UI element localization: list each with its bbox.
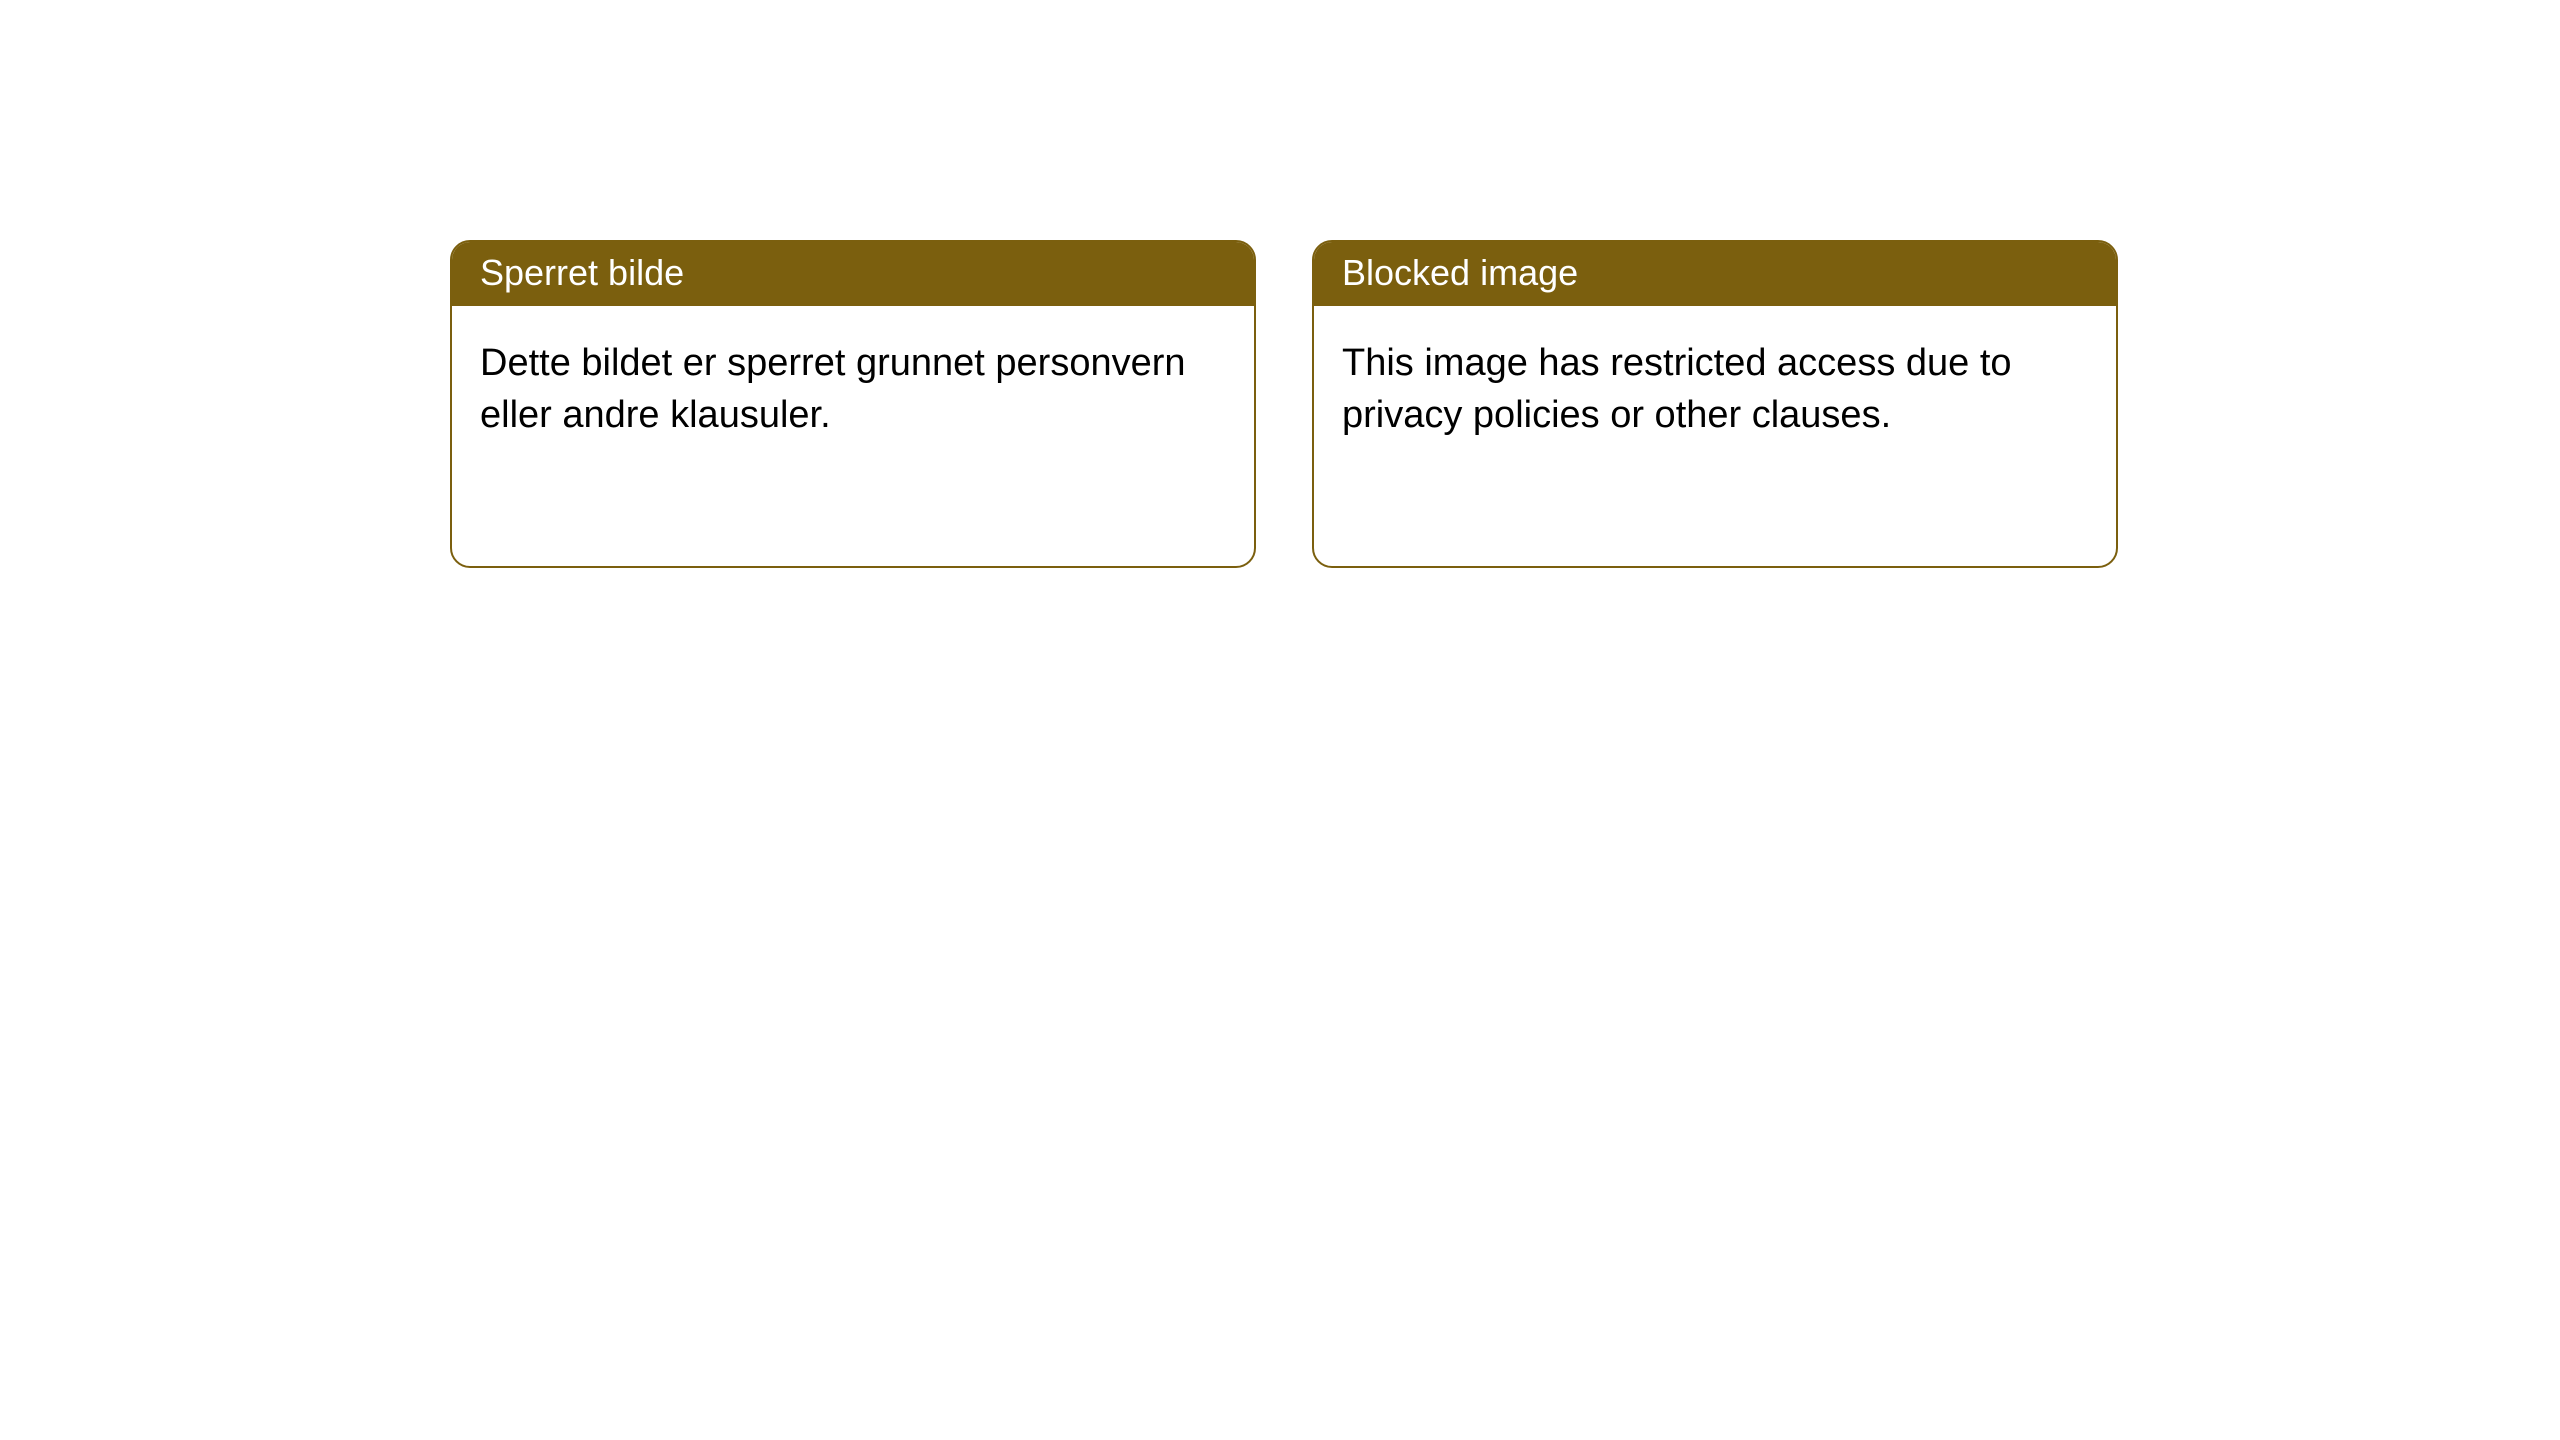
notice-body: This image has restricted access due to … bbox=[1314, 306, 2116, 566]
notice-header: Blocked image bbox=[1314, 242, 2116, 306]
notice-header: Sperret bilde bbox=[452, 242, 1254, 306]
notice-card-norwegian: Sperret bilde Dette bildet er sperret gr… bbox=[450, 240, 1256, 568]
notice-title: Sperret bilde bbox=[480, 252, 684, 293]
notice-title: Blocked image bbox=[1342, 252, 1578, 293]
notice-text: Dette bildet er sperret grunnet personve… bbox=[480, 342, 1186, 436]
notice-text: This image has restricted access due to … bbox=[1342, 342, 2012, 436]
notice-card-english: Blocked image This image has restricted … bbox=[1312, 240, 2118, 568]
notice-body: Dette bildet er sperret grunnet personve… bbox=[452, 306, 1254, 566]
notice-container: Sperret bilde Dette bildet er sperret gr… bbox=[450, 240, 2118, 568]
